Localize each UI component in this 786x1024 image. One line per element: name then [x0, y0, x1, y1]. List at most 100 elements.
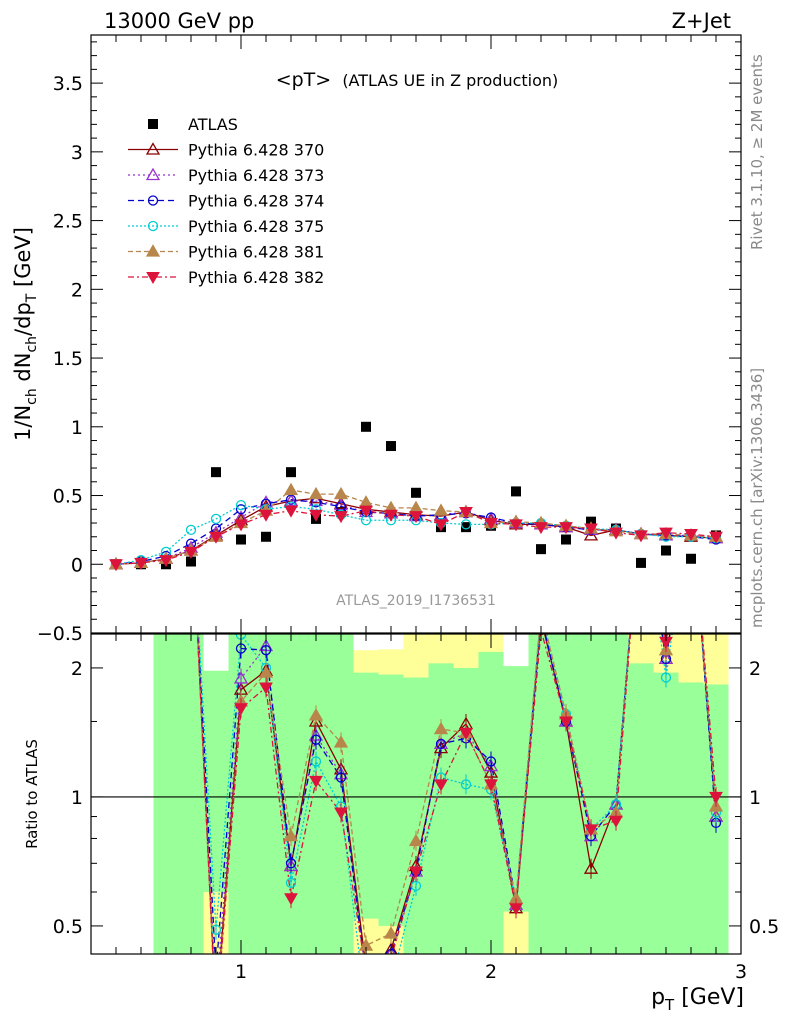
ratio-point	[383, 926, 399, 939]
ratio-point	[435, 738, 447, 750]
ratio-y-tick-label: 2	[71, 658, 83, 680]
x-tick-label: 1	[235, 961, 247, 983]
mc-point	[359, 505, 373, 518]
ratio-point	[285, 858, 297, 869]
mc-point	[634, 530, 648, 543]
y-tick-label: −0.5	[37, 623, 83, 645]
y-tick-label: 3	[71, 142, 83, 164]
band-outer	[403, 634, 429, 678]
mc-point	[559, 522, 573, 535]
mc-point	[709, 531, 723, 544]
data-point	[661, 545, 671, 556]
legend-entry: Pythia 6.428 375	[128, 217, 324, 236]
legend-label: Pythia 6.428 373	[188, 166, 324, 185]
ratio-point	[408, 833, 424, 846]
ratio-ylabel: Ratio to ATLAS	[23, 739, 41, 849]
chart-title: <pT> (ATLAS UE in Z production)	[276, 69, 559, 91]
ratio-panel: 0.5 0.5 1 1 2 2 1 2 3 Ratio to ATLAS pT [GeV]	[23, 633, 779, 1014]
ratio-plot-area	[91, 634, 741, 954]
mc-point	[283, 493, 299, 507]
legend-marker	[147, 195, 159, 206]
mc-point	[134, 557, 148, 570]
chart-title-sub: (ATLAS UE in Z production)	[342, 71, 558, 90]
ratio-line	[196, 634, 717, 954]
ylabel-part: ch	[24, 388, 40, 405]
legend-label: Pythia 6.428 382	[188, 268, 324, 287]
legend-label: ATLAS	[188, 115, 238, 134]
mc-point	[309, 509, 323, 522]
legend-marker	[145, 142, 161, 155]
x-tick-label: 3	[735, 961, 747, 983]
ratio-point	[460, 779, 472, 790]
band-gap	[353, 634, 379, 651]
ylabel-part: dN	[11, 353, 35, 389]
mc-point	[308, 493, 324, 507]
legend-label: Pythia 6.428 381	[188, 243, 324, 262]
mc-point	[109, 559, 123, 572]
ratio-point	[310, 756, 322, 767]
ratio-point	[234, 703, 248, 716]
ratio-point	[409, 866, 423, 879]
y-tick-label: 2	[71, 279, 83, 301]
ratio-y-tick-label: 1	[71, 787, 83, 809]
legend-entry: Pythia 6.428 370	[128, 141, 324, 160]
ylabel-part: ch	[24, 336, 40, 353]
analysis-watermark: ATLAS_2019_I1736531	[336, 593, 496, 609]
ratio-point	[309, 775, 323, 788]
main-plot-area	[108, 421, 724, 572]
rivet-caption: Rivet 3.1.10, ≥ 2M events	[748, 54, 766, 250]
ratio-point	[334, 807, 348, 820]
ratio-point	[258, 665, 274, 678]
ylabel-part: [GeV]	[11, 227, 35, 294]
chart-title-main: <pT>	[276, 69, 332, 91]
mc-point	[409, 511, 423, 524]
main-ytick-labels: −0.5 0 0.5 1 1.5 2 2.5 3 3.5	[37, 73, 83, 645]
legend-entry: Pythia 6.428 382	[128, 268, 324, 287]
mc-point	[408, 500, 424, 514]
ylabel-part: /dp	[11, 302, 35, 336]
xlabel-part: p	[651, 985, 665, 1010]
data-point	[536, 544, 546, 555]
ratio-point	[583, 861, 599, 874]
ratio-point	[335, 772, 347, 783]
header-right: Z+Jet	[672, 9, 731, 33]
ratio-point	[308, 708, 324, 721]
ratio-series-markers	[210, 634, 724, 954]
ratio-point	[384, 942, 398, 954]
legend-marker	[145, 167, 161, 181]
y-tick-label: 2.5	[53, 211, 83, 233]
data-point	[186, 556, 196, 567]
ratio-point	[584, 824, 598, 837]
ratio-point	[559, 716, 573, 729]
mc-point	[384, 509, 398, 522]
band-gap	[378, 634, 404, 650]
xlabel: pT [GeV]	[651, 985, 744, 1014]
mc-point	[484, 518, 498, 531]
ratio-point	[660, 672, 672, 683]
ratio-xtick-labels: 1 2 3	[235, 961, 747, 983]
ratio-point	[485, 756, 497, 767]
legend-marker	[145, 244, 161, 257]
ratio-ytick-labels: 0.5 0.5 1 1 2 2	[53, 658, 779, 938]
ratio-y-tick-label-right: 2	[749, 658, 761, 680]
ratio-y-tick-label: 0.5	[53, 916, 83, 938]
mc-point	[433, 503, 449, 516]
mc-point	[259, 509, 273, 522]
band-outer	[503, 911, 529, 954]
mc-point	[659, 527, 673, 540]
ylabel-part: 1/N	[11, 405, 35, 441]
ratio-point	[285, 877, 297, 889]
ratio-point	[259, 682, 273, 695]
data-point	[561, 534, 571, 545]
legend-entry: Pythia 6.428 381	[128, 243, 324, 262]
ratio-series-lines	[196, 634, 717, 954]
mc-point	[184, 546, 198, 559]
y-tick-label: 1	[71, 417, 83, 439]
data-point	[461, 522, 471, 533]
mc-point	[283, 482, 299, 496]
y-tick-label: 0.5	[53, 486, 83, 508]
ratio-point	[709, 791, 723, 804]
mc-point	[234, 519, 248, 532]
mc-point	[308, 486, 324, 500]
mc-point	[284, 505, 298, 518]
